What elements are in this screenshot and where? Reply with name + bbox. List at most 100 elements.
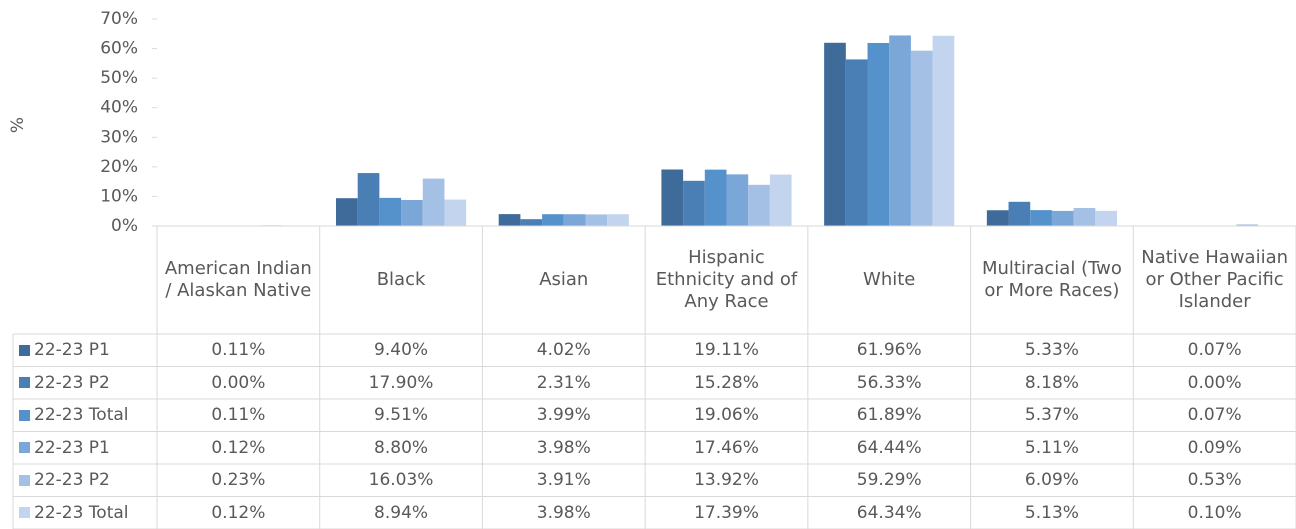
legend-swatch [19, 442, 30, 454]
table-value: 16.03% [368, 470, 434, 491]
legend-entry: 22-23 P2 [13, 464, 157, 497]
category-header: White [863, 269, 916, 290]
table-value: 0.09% [1187, 437, 1242, 458]
category-header: Hispanic Ethnicity and of Any Race [655, 247, 798, 312]
legend-entry: 22-23 P2 [13, 367, 157, 400]
legend-swatch [19, 344, 30, 356]
table-value: 0.12% [211, 437, 266, 458]
bar [769, 174, 792, 226]
bar [357, 173, 380, 226]
legend-entry: 22-23 P1 [13, 334, 157, 367]
legend-swatch [19, 409, 30, 421]
bar [1095, 210, 1118, 226]
table-value: 61.89% [856, 405, 922, 426]
table-value: 5.13% [1024, 502, 1079, 523]
table-value: 9.40% [374, 340, 429, 361]
category-header: Native Hawaiian or Other Pacific Islande… [1141, 247, 1289, 312]
legend-label: 22-23 P1 [34, 437, 110, 458]
bar [661, 169, 684, 226]
table-value: 19.11% [694, 340, 759, 361]
table-value: 0.53% [1187, 470, 1242, 491]
y-tick-label: 30% [100, 127, 138, 147]
bar [867, 42, 890, 227]
bar [683, 180, 705, 226]
table-value: 6.09% [1024, 470, 1079, 491]
y-tick-label: 0% [111, 216, 138, 236]
table-value: 59.29% [856, 470, 922, 491]
table-value: 61.96% [856, 340, 922, 361]
bar [889, 35, 911, 227]
legend-entry: 22-23 P1 [13, 432, 157, 465]
bar [335, 198, 358, 226]
legend-label: 22-23 Total [34, 502, 129, 523]
legend-swatch [19, 474, 30, 486]
table-value: 4.02% [536, 340, 591, 361]
bar [1030, 210, 1052, 226]
table-value: 3.98% [536, 437, 591, 458]
table-value: 3.98% [536, 502, 591, 523]
bar [422, 178, 445, 226]
table-value: 0.00% [1187, 372, 1242, 393]
y-tick-label: 70% [100, 9, 138, 29]
bar [607, 214, 629, 226]
table-value: 5.11% [1024, 437, 1079, 458]
table-value: 3.91% [536, 470, 591, 491]
table-value: 64.44% [856, 437, 922, 458]
bar [379, 197, 402, 226]
bar [1073, 207, 1096, 226]
bar [585, 214, 608, 226]
bar [824, 42, 846, 227]
bar [498, 214, 521, 226]
y-axis-label: % [8, 117, 28, 133]
legend-label: 22-23 P1 [34, 340, 110, 361]
bar [704, 169, 727, 226]
legend-label: 22-23 P2 [34, 372, 110, 393]
bar [1008, 201, 1031, 226]
y-tick-label: 10% [100, 186, 138, 206]
table-value: 0.00% [211, 372, 266, 393]
y-tick-label: 40% [100, 98, 138, 118]
y-tick-label: 50% [100, 68, 138, 88]
table-value: 8.80% [374, 437, 429, 458]
table-value: 8.94% [374, 502, 429, 523]
bar [726, 174, 749, 226]
table-value: 13.92% [694, 470, 759, 491]
table-value: 19.06% [694, 405, 759, 426]
legend-entry: 22-23 Total [13, 497, 157, 529]
bar [542, 214, 564, 226]
table-value: 0.10% [1187, 502, 1242, 523]
bar [563, 214, 586, 226]
legend-entry: 22-23 Total [13, 399, 157, 432]
y-tick-label: 20% [100, 157, 138, 177]
category-header: Multiracial (Two or More Races) [981, 258, 1122, 301]
table-value: 0.23% [211, 470, 266, 491]
bar [401, 199, 423, 226]
table-value: 9.51% [374, 405, 429, 426]
legend-label: 22-23 P2 [34, 470, 110, 491]
bar [910, 50, 933, 226]
table-value: 17.90% [368, 372, 434, 393]
category-header: Black [376, 269, 426, 290]
legend-label: 22-23 Total [34, 405, 129, 426]
category-header: Asian [539, 269, 589, 290]
table-value: 17.39% [694, 502, 759, 523]
table-value: 0.07% [1187, 340, 1242, 361]
table-value: 0.12% [211, 502, 266, 523]
bar [932, 35, 955, 226]
bar [1236, 224, 1259, 226]
category-header: American Indian / Alaskan Native [164, 258, 312, 301]
table-value: 0.07% [1187, 405, 1242, 426]
legend-swatch [19, 377, 30, 389]
table-value: 15.28% [694, 372, 759, 393]
bar [444, 199, 467, 226]
table-value: 5.37% [1024, 405, 1079, 426]
bar [520, 219, 543, 226]
bar [1051, 210, 1074, 226]
table-value: 8.18% [1024, 372, 1079, 393]
table-value: 64.34% [856, 502, 922, 523]
table-value: 0.11% [211, 340, 266, 361]
table-value: 0.11% [211, 405, 266, 426]
table-value: 17.46% [694, 437, 759, 458]
